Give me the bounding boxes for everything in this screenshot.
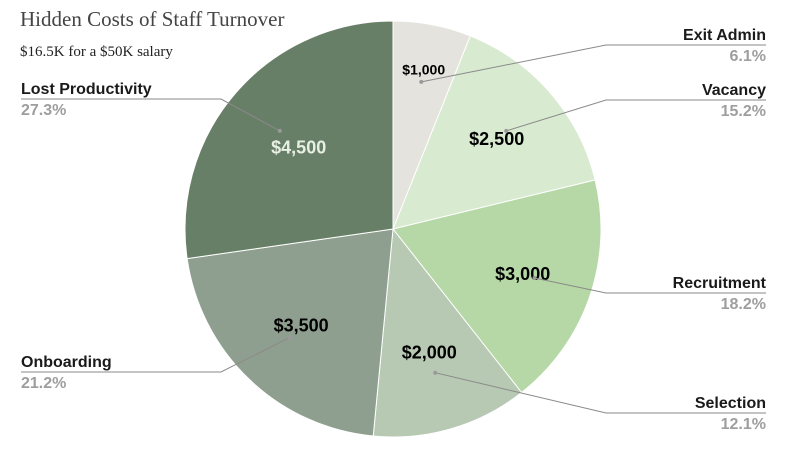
leader-line-selection (435, 372, 766, 414)
leader-line-recruitment (534, 277, 766, 294)
callout-label-lost-productivity: Lost Productivity (21, 81, 152, 98)
leader-dot-onboarding (287, 335, 292, 340)
chart-subtitle: $16.5K for a $50K salary (20, 44, 173, 60)
callout-label-recruitment: Recruitment (673, 275, 767, 292)
slice-onboarding (186, 228, 394, 437)
callout-percent-recruitment: 18.2% (721, 296, 766, 313)
leader-line-vacancy (506, 99, 766, 132)
leader-line-onboarding (21, 336, 290, 373)
slice-value-onboarding: $3,500 (274, 315, 329, 335)
leader-dot-lost-productivity (277, 128, 282, 133)
leader-line-exit-admin (421, 44, 766, 83)
callout-label-exit-admin: Exit Admin (683, 27, 766, 44)
callout-percent-lost-productivity: 27.3% (21, 102, 66, 119)
slice-value-vacancy: $2,500 (469, 129, 524, 149)
callout-percent-vacancy: 15.2% (721, 103, 766, 120)
leader-dot-exit-admin (419, 79, 424, 84)
slice-value-selection: $2,000 (402, 343, 457, 363)
slice-vacancy (392, 35, 596, 230)
slice-value-recruitment: $3,000 (495, 264, 550, 284)
chart-title: Hidden Costs of Staff Turnover (20, 7, 285, 31)
callout-label-vacancy: Vacancy (702, 82, 766, 99)
callout-label-onboarding: Onboarding (21, 354, 112, 371)
slice-value-exit-admin: $1,000 (402, 62, 445, 78)
slice-recruitment (392, 179, 602, 394)
leader-dot-recruitment (532, 276, 537, 280)
callout-percent-exit-admin: 6.1% (730, 48, 766, 65)
slice-selection (372, 227, 523, 438)
callout-percent-selection: 12.1% (721, 416, 766, 433)
leader-line-lost-productivity (21, 98, 281, 132)
callout-percent-onboarding: 21.2% (21, 375, 66, 392)
slice-value-lost-productivity: $4,500 (271, 137, 326, 157)
callout-label-selection: Selection (695, 395, 766, 412)
slice-lost-productivity (184, 20, 394, 260)
leader-dot-vacancy (504, 128, 509, 133)
leader-dot-selection (433, 370, 438, 375)
